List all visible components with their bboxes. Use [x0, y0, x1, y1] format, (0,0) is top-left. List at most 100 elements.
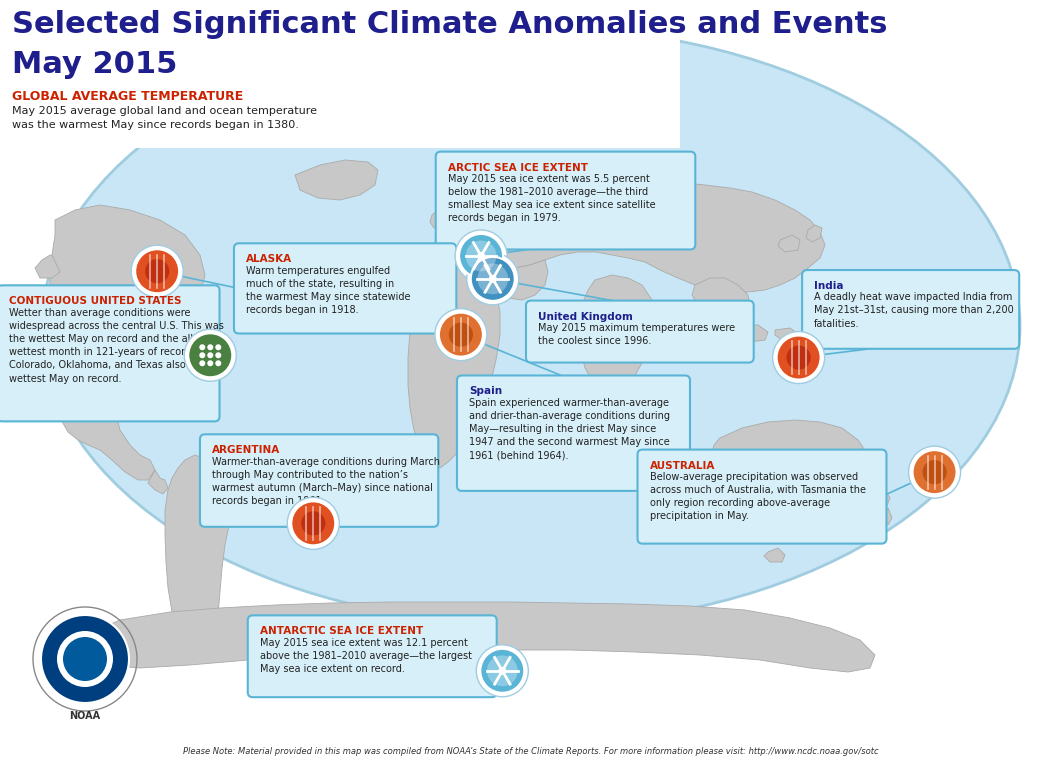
Text: India: India [815, 281, 843, 291]
Polygon shape [806, 225, 822, 242]
Polygon shape [778, 235, 800, 252]
Text: Please Note: Material provided in this map was compiled from NOAA’s State of the: Please Note: Material provided in this m… [183, 747, 879, 756]
Text: Warmer-than-average conditions during March
through May contributed to the natio: Warmer-than-average conditions during Ma… [212, 457, 440, 506]
Circle shape [185, 329, 236, 381]
Circle shape [41, 615, 129, 703]
FancyBboxPatch shape [637, 449, 887, 544]
Circle shape [207, 361, 213, 366]
Text: May 2015: May 2015 [12, 50, 177, 79]
Polygon shape [48, 205, 205, 480]
Text: AUSTRALIA: AUSTRALIA [650, 461, 715, 471]
Circle shape [486, 656, 518, 686]
Polygon shape [878, 490, 890, 508]
Polygon shape [710, 420, 872, 535]
Circle shape [477, 252, 485, 260]
Polygon shape [692, 278, 750, 322]
Circle shape [57, 631, 113, 687]
Text: GLOBAL AVERAGE TEMPERATURE: GLOBAL AVERAGE TEMPERATURE [12, 90, 243, 103]
Polygon shape [580, 275, 655, 392]
Circle shape [207, 345, 213, 350]
Circle shape [435, 309, 486, 361]
Text: Spain experienced warmer-than-average
and drier-than-average conditions during
M: Spain experienced warmer-than-average an… [469, 398, 670, 461]
Circle shape [459, 234, 503, 278]
Text: ANTARCTIC SEA ICE EXTENT: ANTARCTIC SEA ICE EXTENT [260, 626, 423, 636]
Text: NOAA: NOAA [69, 711, 101, 721]
Text: A deadly heat wave impacted India from
May 21st–31st, causing more than 2,200
fa: A deadly heat wave impacted India from M… [815, 293, 1014, 329]
Polygon shape [883, 508, 892, 525]
Circle shape [132, 245, 183, 297]
Polygon shape [430, 210, 443, 228]
Text: CONTIGUOUS UNITED STATES: CONTIGUOUS UNITED STATES [10, 296, 182, 306]
FancyBboxPatch shape [802, 270, 1020, 349]
Polygon shape [295, 160, 378, 200]
FancyBboxPatch shape [0, 0, 680, 148]
Text: ARCTIC SEA ICE EXTENT: ARCTIC SEA ICE EXTENT [448, 163, 587, 173]
Circle shape [465, 241, 497, 271]
Polygon shape [775, 328, 800, 342]
Polygon shape [539, 432, 560, 465]
Circle shape [776, 335, 821, 380]
Polygon shape [727, 325, 768, 342]
Text: Spain: Spain [469, 387, 502, 397]
Circle shape [480, 649, 525, 693]
Circle shape [470, 257, 515, 301]
Text: May 2015 sea ice extent was 12.1 percent
above the 1981–2010 average—the largest: May 2015 sea ice extent was 12.1 percent… [260, 638, 472, 674]
Circle shape [135, 249, 179, 293]
Polygon shape [462, 170, 498, 210]
Circle shape [787, 345, 810, 370]
Circle shape [302, 511, 325, 536]
Circle shape [188, 333, 233, 377]
Circle shape [200, 352, 205, 358]
Circle shape [200, 361, 205, 366]
Circle shape [909, 446, 960, 498]
Circle shape [288, 497, 339, 549]
Polygon shape [764, 548, 785, 562]
Polygon shape [408, 258, 500, 468]
Polygon shape [436, 208, 494, 258]
Polygon shape [80, 602, 875, 672]
FancyBboxPatch shape [0, 285, 220, 422]
Circle shape [207, 352, 213, 358]
Polygon shape [35, 255, 59, 278]
FancyBboxPatch shape [234, 243, 457, 334]
Circle shape [200, 345, 205, 350]
FancyBboxPatch shape [247, 615, 497, 698]
Ellipse shape [42, 27, 1020, 625]
Circle shape [63, 637, 107, 681]
Circle shape [498, 667, 507, 675]
Text: ALASKA: ALASKA [246, 254, 292, 264]
Circle shape [456, 230, 507, 282]
FancyBboxPatch shape [526, 300, 754, 363]
Text: ARGENTINA: ARGENTINA [212, 445, 280, 455]
Circle shape [449, 322, 473, 347]
Circle shape [145, 259, 169, 283]
Text: Warm temperatures engulfed
much of the state, resulting in
the warmest May since: Warm temperatures engulfed much of the s… [246, 266, 410, 315]
Text: Below-average precipitation was observed
across much of Australia, with Tasmania: Below-average precipitation was observed… [650, 472, 866, 521]
Text: May 2015 maximum temperatures were
the coolest since 1996.: May 2015 maximum temperatures were the c… [538, 323, 735, 346]
FancyBboxPatch shape [200, 434, 439, 527]
Circle shape [291, 501, 336, 545]
Circle shape [912, 450, 957, 494]
Circle shape [477, 264, 509, 294]
Circle shape [923, 460, 946, 484]
Polygon shape [419, 252, 462, 290]
Circle shape [773, 332, 824, 384]
Text: Wetter than average conditions were
widespread across the central U.S. This was
: Wetter than average conditions were wide… [10, 308, 236, 384]
Polygon shape [482, 178, 825, 292]
Circle shape [489, 275, 497, 283]
Circle shape [467, 253, 518, 305]
Text: United Kingdom: United Kingdom [538, 312, 633, 322]
Circle shape [216, 345, 221, 350]
FancyBboxPatch shape [457, 375, 690, 491]
Text: May 2015 average global land and ocean temperature
was the warmest May since rec: May 2015 average global land and ocean t… [12, 106, 316, 130]
Text: May 2015 sea ice extent was 5.5 percent
below the 1981–2010 average—the third
sm: May 2015 sea ice extent was 5.5 percent … [448, 174, 655, 223]
Polygon shape [485, 260, 548, 300]
Polygon shape [165, 455, 232, 658]
Text: Selected Significant Climate Anomalies and Events: Selected Significant Climate Anomalies a… [12, 10, 888, 39]
Circle shape [216, 361, 221, 366]
Circle shape [477, 645, 528, 697]
Circle shape [216, 352, 221, 358]
Polygon shape [148, 470, 168, 494]
FancyBboxPatch shape [435, 151, 696, 250]
Circle shape [439, 312, 483, 357]
